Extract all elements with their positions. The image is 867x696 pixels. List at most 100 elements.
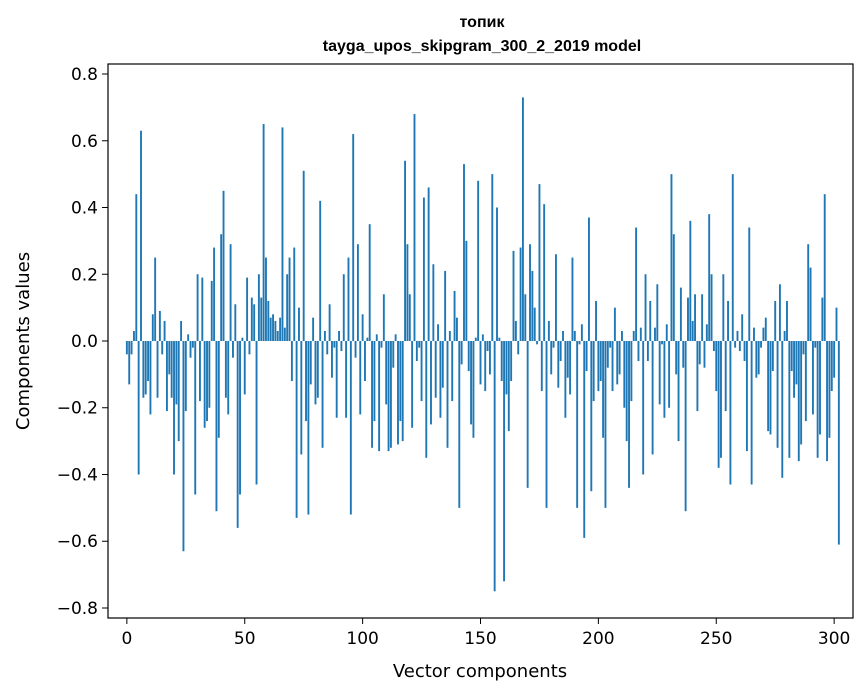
bar-215 <box>632 330 635 341</box>
bar-8 <box>144 341 147 395</box>
bar-181 <box>552 341 555 348</box>
bar-96 <box>352 134 355 341</box>
bar-88 <box>333 341 336 348</box>
bar-290 <box>809 267 812 341</box>
bar-203 <box>604 341 607 508</box>
y-tick-label-0: −0.8 <box>57 599 98 619</box>
bar-118 <box>404 160 406 341</box>
chart-subtitle: tayga_upos_skipgram_300_2_2019 model <box>323 38 641 55</box>
bar-264 <box>748 227 751 341</box>
bar-44 <box>229 244 232 341</box>
bar-7 <box>142 341 145 398</box>
bar-147 <box>472 341 475 438</box>
bar-31 <box>199 341 201 402</box>
bar-285 <box>797 341 800 462</box>
bar-43 <box>227 341 230 415</box>
bar-97 <box>354 341 357 358</box>
bar-224 <box>654 327 656 341</box>
bar-259 <box>736 330 739 341</box>
bar-185 <box>562 330 564 341</box>
bar-180 <box>550 341 553 375</box>
bar-22 <box>177 341 180 442</box>
bar-289 <box>807 244 810 341</box>
bar-178 <box>545 341 548 508</box>
bar-222 <box>649 300 652 341</box>
bar-120 <box>408 294 411 341</box>
bar-112 <box>389 341 392 448</box>
bar-13 <box>156 341 159 398</box>
bar-233 <box>675 341 678 375</box>
bar-292 <box>814 341 817 348</box>
bar-77 <box>307 341 310 515</box>
bar-2 <box>130 341 133 355</box>
bar-232 <box>672 234 675 341</box>
bar-261 <box>741 314 744 341</box>
bar-62 <box>272 314 274 341</box>
bar-21 <box>175 341 178 405</box>
x-axis-label: Vector components <box>393 661 567 682</box>
bar-276 <box>776 341 779 448</box>
bar-247 <box>708 214 711 341</box>
bar-212 <box>625 341 628 442</box>
bar-204 <box>606 341 609 368</box>
bar-100 <box>361 314 364 341</box>
bar-64 <box>276 330 279 341</box>
bar-238 <box>687 297 689 341</box>
bar-30 <box>196 274 199 341</box>
bar-145 <box>467 341 470 372</box>
bar-293 <box>816 341 819 458</box>
bar-152 <box>484 341 487 392</box>
bar-39 <box>217 341 220 438</box>
x-tick-label-300: 300 <box>818 629 850 649</box>
bar-258 <box>734 341 737 348</box>
bar-160 <box>503 341 506 582</box>
bar-240 <box>691 320 694 341</box>
bar-198 <box>592 341 595 402</box>
bar-190 <box>573 330 576 341</box>
bar-54 <box>253 304 256 341</box>
bar-193 <box>580 324 583 341</box>
bar-107 <box>378 341 381 452</box>
bar-228 <box>663 341 666 418</box>
bar-162 <box>507 341 510 432</box>
bar-55 <box>255 341 258 485</box>
bar-148 <box>474 337 477 341</box>
bar-50 <box>243 341 246 395</box>
bar-248 <box>710 274 713 341</box>
bar-287 <box>802 341 805 355</box>
bar-103 <box>368 224 371 341</box>
bar-45 <box>232 341 234 358</box>
bar-280 <box>786 300 788 341</box>
bar-34 <box>206 341 208 422</box>
bar-263 <box>745 341 748 452</box>
bar-3 <box>132 330 135 341</box>
bar-35 <box>208 341 211 408</box>
bar-46 <box>234 304 237 341</box>
bar-266 <box>753 327 755 341</box>
bar-126 <box>422 197 425 341</box>
y-tick-label-1: −0.6 <box>57 532 98 552</box>
bar-241 <box>694 294 696 341</box>
bar-297 <box>826 341 829 462</box>
y-axis-label: Components values <box>13 252 34 430</box>
bar-166 <box>517 341 520 355</box>
bar-151 <box>481 334 484 341</box>
bar-154 <box>488 341 491 375</box>
bar-115 <box>397 341 399 445</box>
bar-201 <box>599 341 602 382</box>
bar-161 <box>505 341 508 395</box>
bar-262 <box>743 341 746 362</box>
bar-116 <box>399 341 402 422</box>
bar-245 <box>703 341 706 368</box>
bar-119 <box>406 244 409 341</box>
bar-197 <box>590 341 593 492</box>
y-tick-label-2: −0.4 <box>57 465 98 485</box>
bar-90 <box>338 330 340 341</box>
bar-142 <box>460 341 463 365</box>
bar-265 <box>750 341 753 485</box>
chart-title: топик <box>460 14 506 31</box>
bar-135 <box>444 270 447 341</box>
bar-208 <box>616 341 619 385</box>
bar-42 <box>224 341 227 398</box>
bar-153 <box>486 341 489 352</box>
